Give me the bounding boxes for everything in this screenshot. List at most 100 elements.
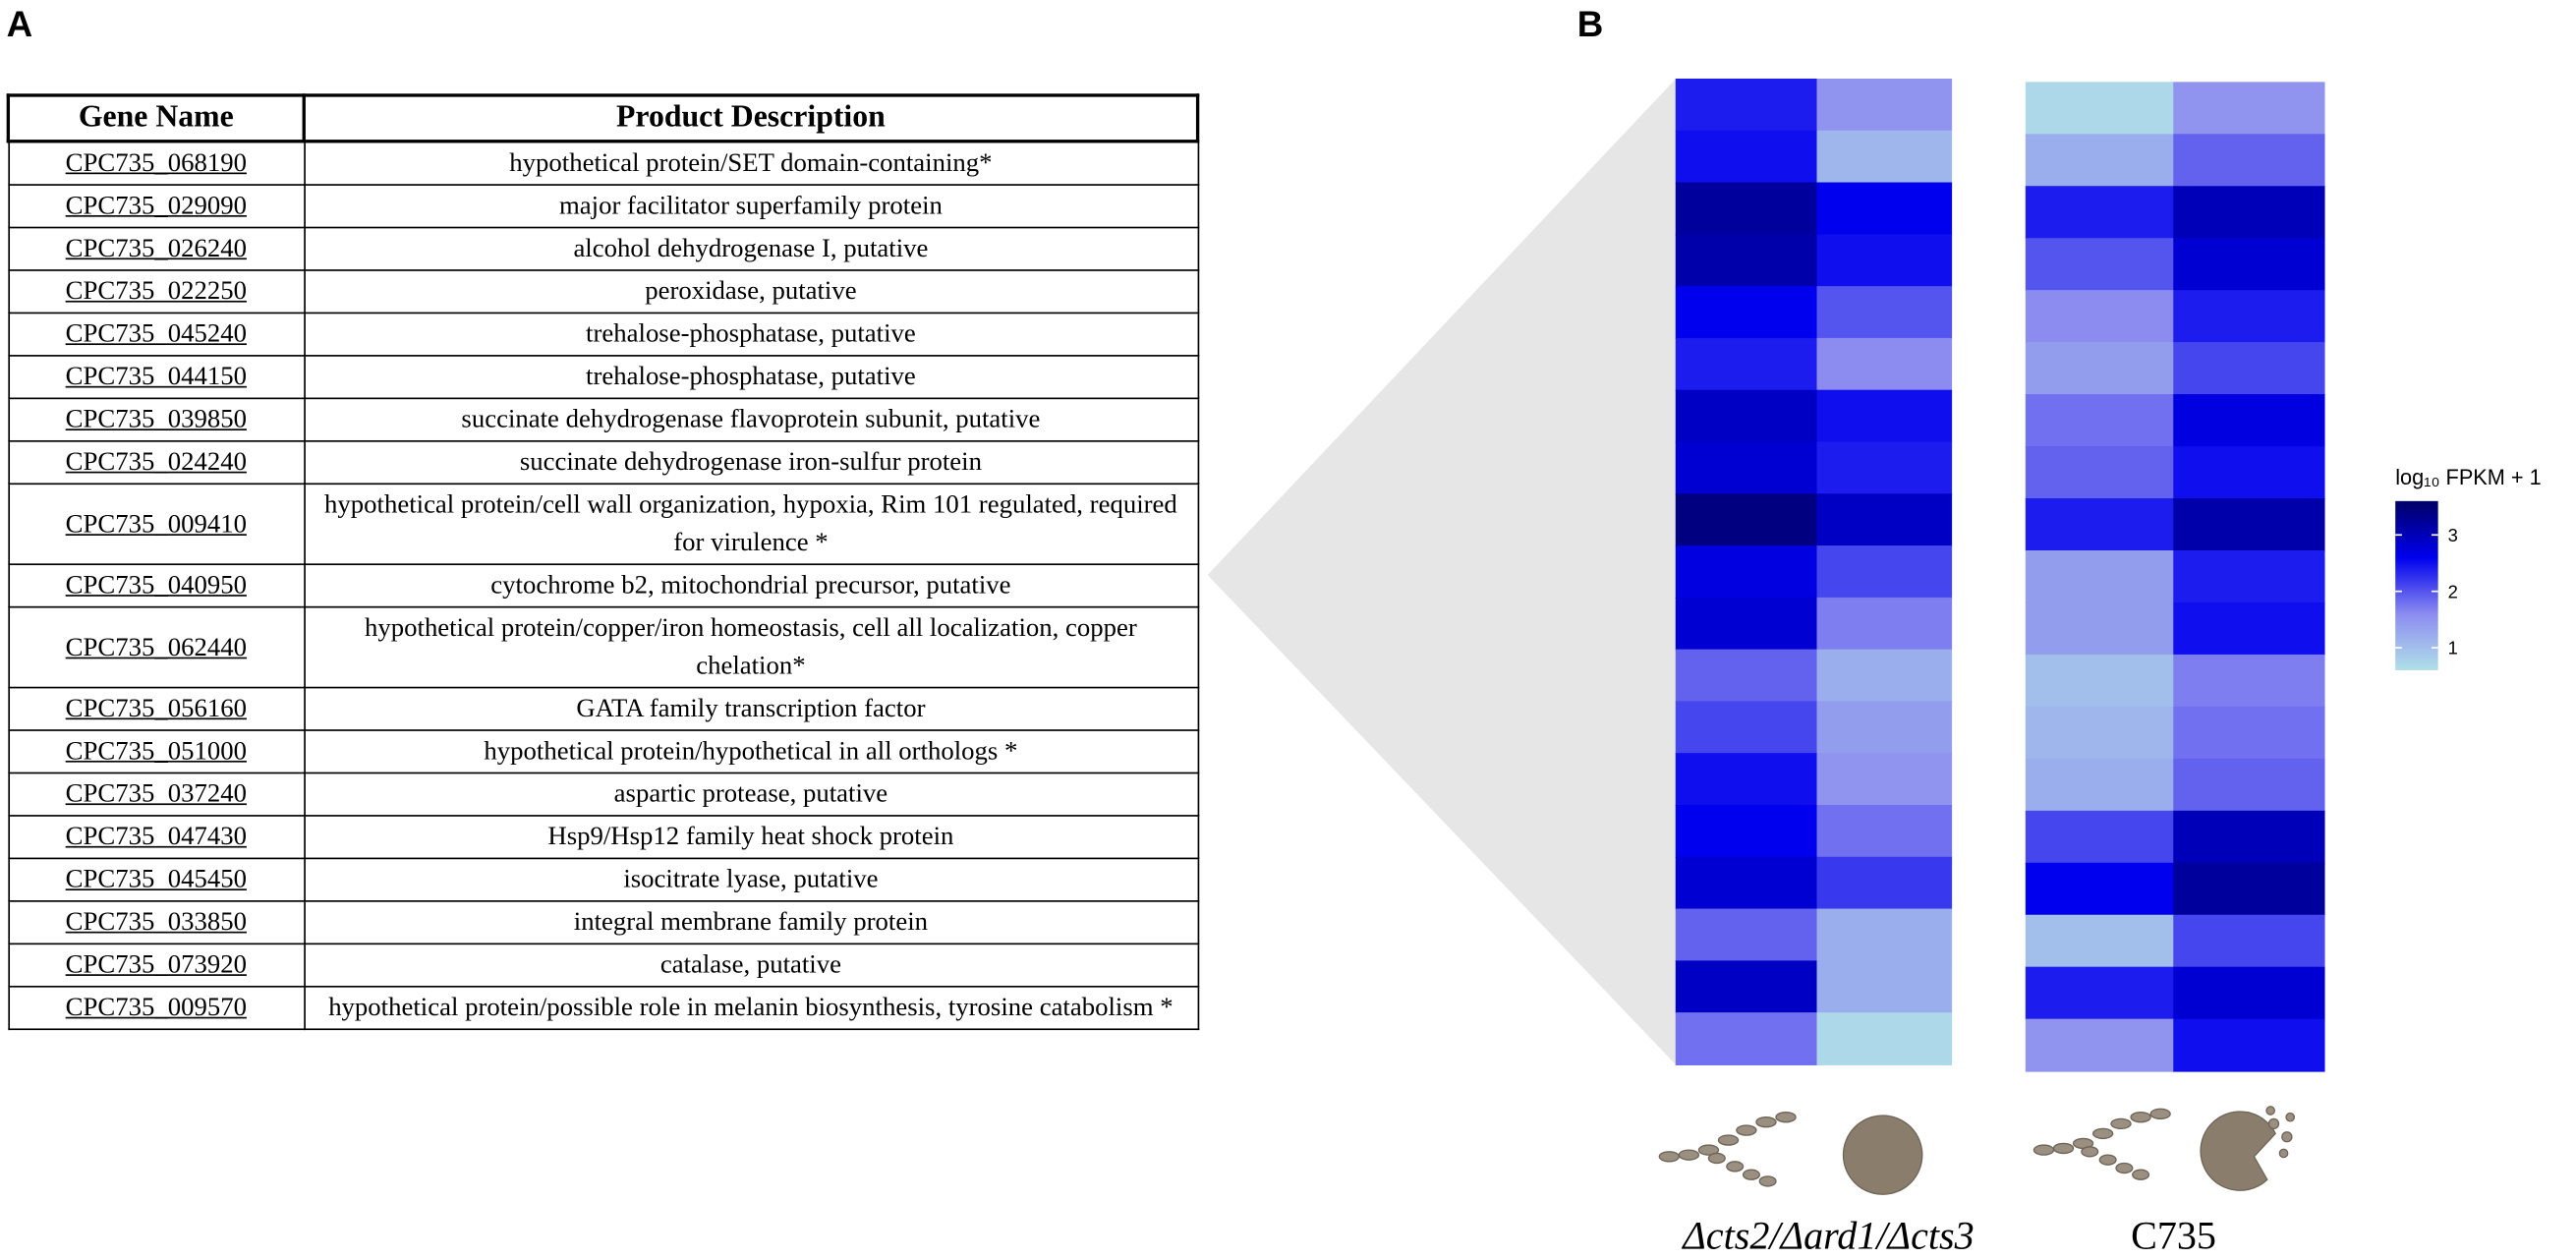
gene-link[interactable]: CPC735_022250: [7, 269, 306, 315]
heatmap-cell: [1816, 597, 1953, 651]
gene-link[interactable]: CPC735_062440: [7, 605, 306, 689]
product-description: aspartic protease, putative: [303, 772, 1199, 817]
gene-link[interactable]: CPC735_056160: [7, 686, 306, 731]
heatmap-cell: [1816, 1012, 1953, 1065]
table-row: CPC735_062440 hypothetical protein/copper…: [7, 605, 1199, 689]
gene-link[interactable]: CPC735_040950: [7, 563, 306, 608]
heatmap-cell: [1675, 1012, 1818, 1065]
heatmap-cell: [1816, 286, 1953, 339]
heatmap-cell: [1816, 389, 1953, 443]
column-header: Product Description: [302, 93, 1200, 143]
heatmap-cell: [1816, 545, 1953, 599]
gene-link[interactable]: CPC735_029090: [7, 184, 306, 229]
gene-link[interactable]: CPC735_024240: [7, 439, 306, 486]
heatmap-cell: [1675, 545, 1818, 599]
heatmap-cell: [1675, 234, 1818, 288]
heatmap-cell: [2173, 1018, 2325, 1072]
heatmap-cell: [2025, 654, 2174, 708]
heatmap-cell: [2173, 82, 2325, 136]
heatmap-cell: [1675, 337, 1818, 391]
legend-title: log₁₀ FPKM + 1: [2395, 465, 2542, 489]
gene-link[interactable]: CPC735_037240: [7, 772, 306, 817]
group-label: Δcts2/Δard1/Δcts3: [1681, 1213, 1974, 1257]
gene-link[interactable]: CPC735_009410: [7, 483, 306, 566]
gene-link[interactable]: CPC735_009570: [7, 985, 306, 1031]
panel-label: A: [6, 3, 33, 45]
heatmap-cell: [1816, 856, 1953, 910]
heatmap-cell: [1816, 130, 1953, 184]
table-row: CPC735_047430 Hsp9/Hsp12 family heat shoc…: [7, 815, 1199, 860]
heatmap-cell: [1675, 856, 1818, 910]
heatmap-cell: [1816, 908, 1953, 962]
legend-tick-label: 1: [2448, 638, 2458, 658]
gene-link[interactable]: CPC735_051000: [7, 729, 306, 774]
spherule-icon: [1842, 1115, 1923, 1195]
product-description: hypothetical protein/hypothetical in all…: [303, 729, 1199, 774]
heatmap-cell: [2025, 186, 2174, 240]
heatmap-cell: [1816, 701, 1953, 755]
table-row: CPC735_024240 succinate dehydrogenase iro…: [7, 439, 1199, 486]
heatmap-cell: [2025, 862, 2174, 916]
heatmap-cell: [2173, 134, 2325, 188]
heatmap-cell: [2173, 498, 2325, 552]
heatmap-cell: [2025, 549, 2174, 603]
product-description: GATA family transcription factor: [303, 686, 1199, 731]
product-description: succinate dehydrogenase flavoprotein sub…: [303, 397, 1199, 442]
heatmap-cell: [2173, 758, 2325, 812]
gene-link[interactable]: CPC735_045450: [7, 857, 306, 902]
heatmap-cell: [1816, 337, 1953, 391]
heatmap-cell: [1675, 182, 1818, 236]
heatmap-cell: [2173, 342, 2325, 396]
heatmap-cell: [2025, 914, 2174, 968]
product-description: peroxidase, putative: [303, 269, 1199, 315]
heatmap-cell: [2173, 238, 2325, 292]
heatmap-cell: [2173, 549, 2325, 603]
heatmap-cell: [1816, 805, 1953, 858]
heatmap-cell: [2025, 134, 2174, 188]
gene-link[interactable]: CPC735_045240: [7, 312, 306, 357]
hyphae-icon: [1658, 1112, 1797, 1187]
zoom-wedge: [1207, 79, 1677, 1065]
heatmap-cell: [1675, 130, 1818, 184]
heatmap-cell: [1816, 960, 1953, 1014]
table-row: CPC735_044150 trehalose-phosphatase, puta…: [7, 355, 1199, 400]
table-row: CPC735_009410 hypothetical protein/cell w…: [7, 483, 1199, 566]
product-description: hypothetical protein/cell wall organizat…: [303, 483, 1199, 566]
gene-link[interactable]: CPC735_047430: [7, 815, 306, 860]
heatmap-cell: [1675, 493, 1818, 547]
product-description: cytochrome b2, mitochondrial precursor, …: [303, 563, 1199, 608]
heatmap-cell: [1675, 597, 1818, 651]
table-row: CPC735_033850 integral membrane family pr…: [7, 900, 1199, 945]
heatmap-cell: [2025, 601, 2174, 656]
table-row: CPC735_022250 peroxidase, putative: [7, 269, 1199, 315]
heatmap-cell: [1816, 182, 1953, 236]
heatmap-cell: [2173, 446, 2325, 500]
heatmap-cell: [2173, 810, 2325, 864]
heatmap-cell: [2173, 654, 2325, 708]
table-row: CPC735_029090 major facilitator superfami…: [7, 184, 1199, 229]
heatmap-cell: [2025, 82, 2174, 136]
gene-table: Gene Name Product Description CPC735_068…: [6, 93, 1200, 1031]
group-label: C735: [2131, 1213, 2216, 1257]
heatmap-cell: [2025, 238, 2174, 292]
heatmap-cell: [2025, 446, 2174, 500]
heatmap-cell: [2025, 394, 2174, 448]
heatmap-cell: [1675, 753, 1818, 807]
heatmap-cell: [2173, 186, 2325, 240]
gene-link[interactable]: CPC735_033850: [7, 900, 306, 945]
heatmap-cell: [1675, 701, 1818, 755]
heatmap-cell: [2025, 706, 2174, 760]
legend-tick-label: 2: [2448, 581, 2458, 601]
product-description: hypothetical protein/possible role in me…: [303, 985, 1199, 1031]
table-row: CPC735_040950 cytochrome b2, mitochondria…: [7, 563, 1199, 608]
heatmap-cell: [1675, 908, 1818, 962]
gene-link[interactable]: CPC735_026240: [7, 226, 306, 271]
table-row: CPC735_045450 isocitrate lyase, putative: [7, 857, 1199, 902]
heatmap-cell: [1816, 441, 1953, 495]
heatmap-cell: [1816, 234, 1953, 288]
gene-link[interactable]: CPC735_044150: [7, 355, 306, 400]
table-row: CPC735_039850 succinate dehydrogenase fla…: [7, 397, 1199, 442]
heatmap-cell: [1816, 753, 1953, 807]
